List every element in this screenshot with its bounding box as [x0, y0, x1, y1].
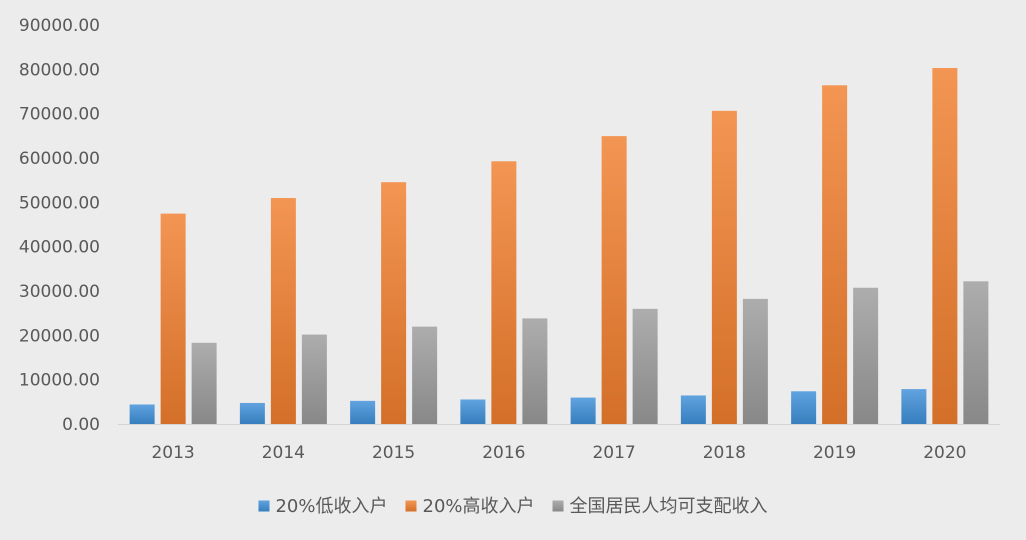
legend-label: 20%高收入户: [423, 496, 535, 517]
legend-label: 全国居民人均可支配收入: [570, 496, 768, 517]
bar-2016-series-1: [491, 161, 517, 424]
y-tick-label: 40000.00: [19, 238, 100, 258]
bar-2017-series-0: [570, 397, 596, 424]
legend-swatch: [258, 500, 270, 512]
bar-2016-series-0: [460, 399, 486, 424]
y-tick-label: 50000.00: [19, 193, 100, 213]
bar-2017-series-2: [632, 308, 658, 424]
bar-2019-series-1: [822, 85, 848, 424]
y-tick-label: 0.00: [62, 415, 100, 435]
y-tick-label: 60000.00: [19, 149, 100, 169]
legend-swatch: [552, 500, 564, 512]
x-tick-label: 2017: [592, 443, 635, 463]
bar-2013-series-2: [191, 342, 217, 424]
y-tick-label: 70000.00: [19, 105, 100, 125]
bar-2013-series-1: [160, 213, 186, 424]
bar-2018-series-1: [711, 110, 737, 424]
x-tick-label: 2020: [923, 443, 966, 463]
bar-2015-series-2: [412, 326, 438, 424]
bar-2020-series-2: [963, 281, 989, 424]
bar-2019-series-2: [853, 287, 879, 424]
bar-2020-series-1: [932, 68, 958, 424]
bar-2016-series-2: [522, 318, 548, 424]
bar-2014-series-0: [239, 402, 265, 424]
bars-layer: [129, 68, 989, 425]
y-tick-label: 10000.00: [19, 371, 100, 391]
x-axis: 2013 2014 2015 2016 2017 2018 2019 2020: [118, 424, 1000, 463]
x-tick-label: 2014: [262, 443, 305, 463]
x-tick-label: 2013: [151, 443, 194, 463]
bar-2017-series-1: [601, 136, 627, 425]
y-tick-label: 30000.00: [19, 282, 100, 302]
bar-2018-series-2: [742, 298, 768, 424]
y-tick-label: 80000.00: [19, 60, 100, 80]
bar-2018-series-0: [680, 395, 706, 424]
bar-2020-series-0: [901, 389, 927, 424]
legend-swatch: [405, 500, 417, 512]
bar-2014-series-2: [301, 334, 327, 424]
y-tick-label: 90000.00: [19, 16, 100, 36]
bar-2019-series-0: [791, 391, 817, 424]
x-tick-label: 2019: [813, 443, 856, 463]
legend: 20%低收入户 20%高收入户 全国居民人均可支配收入: [258, 496, 768, 517]
bar-2013-series-0: [129, 404, 155, 424]
bar-2015-series-0: [350, 400, 376, 424]
y-axis: 0.00 10000.00 20000.00 30000.00 40000.00 5000…: [19, 16, 100, 435]
x-tick-label: 2016: [482, 443, 525, 463]
legend-label: 20%低收入户: [275, 496, 387, 517]
bar-2015-series-1: [381, 182, 407, 424]
bar-2014-series-1: [270, 198, 296, 424]
x-tick-label: 2015: [372, 443, 415, 463]
x-tick-label: 2018: [703, 443, 746, 463]
y-tick-label: 20000.00: [19, 326, 100, 346]
